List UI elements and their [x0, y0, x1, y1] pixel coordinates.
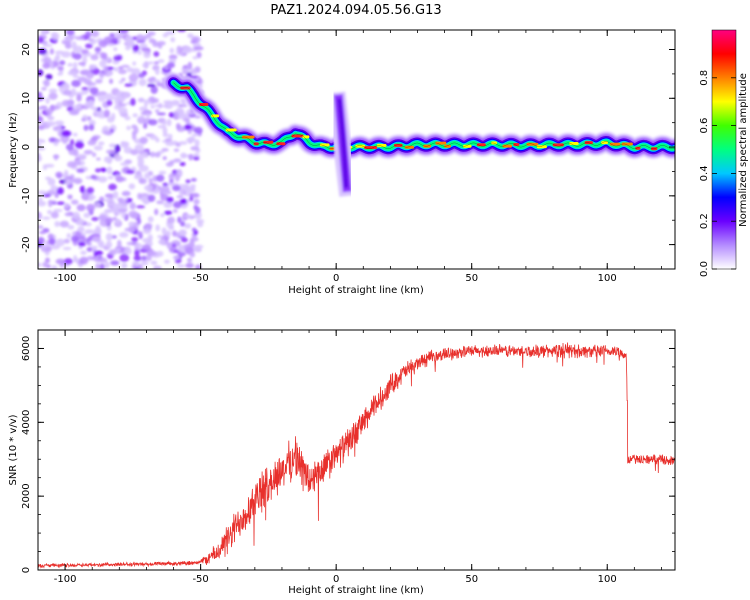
y-tick-label: 0 [21, 144, 32, 150]
x-tick-label: 0 [333, 574, 339, 585]
x-tick-label: 0 [333, 273, 339, 284]
snr-series-line [38, 342, 675, 569]
spectrogram-y-ticks: -20 -10 0 10 20 [21, 43, 675, 270]
spectrogram-y-axis-title: Frequency (Hz) [8, 112, 19, 188]
y-tick-label: 10 [21, 92, 32, 105]
snr-panel: -100 -50 0 50 100 0 2000 4000 6000 Height of st… [8, 329, 676, 596]
x-tick-label: -100 [54, 273, 77, 284]
noise-blobs [38, 30, 205, 269]
y-tick-label: 4000 [21, 410, 32, 435]
x-tick-label: 100 [598, 273, 617, 284]
y-tick-label: -10 [21, 188, 32, 204]
x-tick-label: 100 [598, 574, 617, 585]
snr-frame [37, 329, 676, 571]
anomaly-streak [327, 91, 358, 197]
colorbar: 0.0 0.2 0.4 0.6 0.8 Normalized spectral ampl… [699, 29, 749, 277]
snr-x-axis-title: Height of straight line (km) [288, 585, 424, 596]
y-tick-label: 6000 [21, 336, 32, 361]
y-tick-label: 0 [21, 567, 32, 573]
y-tick-label: 20 [21, 43, 32, 56]
snr-x-ticks: -100 -50 0 50 100 [37, 330, 662, 585]
snr-plot-area [38, 330, 675, 570]
snr-y-ticks: 0 2000 4000 6000 [21, 329, 675, 573]
x-tick-label: -100 [54, 574, 77, 585]
colorbar-gradient [711, 29, 737, 270]
colorbar-tick-label: 0.4 [699, 165, 710, 181]
y-tick-label: -20 [21, 236, 32, 252]
x-tick-label: 50 [465, 574, 478, 585]
x-tick-label: -50 [192, 574, 208, 585]
colorbar-tick-label: 0.0 [699, 261, 710, 277]
spectrogram-frame [37, 29, 676, 270]
colorbar-ticks: 0.0 0.2 0.4 0.6 0.8 [699, 70, 736, 277]
colorbar-tick-label: 0.8 [699, 70, 710, 86]
spectrogram-noise-layer [38, 30, 205, 269]
colorbar-tick-label: 0.2 [699, 213, 710, 229]
colorbar-label: Normalized spectral amplitude [738, 73, 749, 227]
x-tick-label: 50 [465, 273, 478, 284]
colorbar-tick-label: 0.6 [699, 118, 710, 134]
snr-y-axis-title: SNR (10 * v/v) [8, 414, 19, 485]
y-tick-label: 2000 [21, 483, 32, 508]
spectrogram-x-axis-title: Height of straight line (km) [288, 285, 424, 296]
spectrogram-x-ticks: -100 -50 0 50 100 [37, 30, 662, 284]
figure-title: PAZ1.2024.094.05.56.G13 [270, 3, 441, 18]
spectrogram-ridge-layer [163, 72, 675, 197]
x-tick-label: -50 [192, 273, 208, 284]
